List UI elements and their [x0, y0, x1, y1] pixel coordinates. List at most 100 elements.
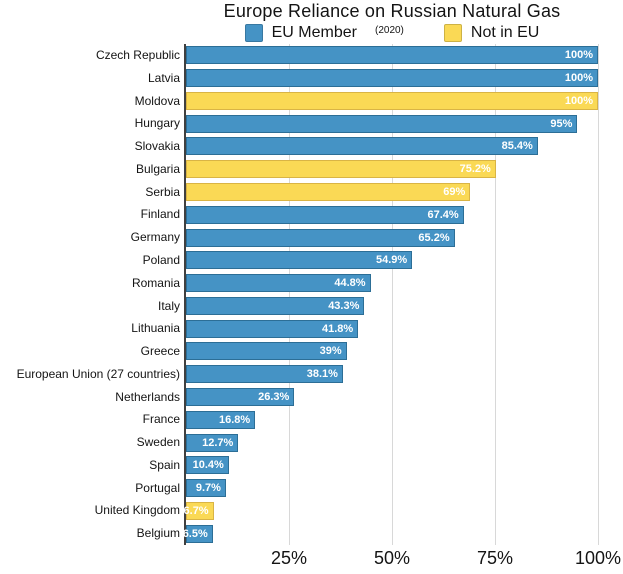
bar-row: Romania 44.8%: [0, 272, 623, 295]
country-label: Germany: [130, 230, 180, 245]
country-label: Romania: [131, 275, 180, 290]
x-tick-label: 25%: [270, 548, 308, 568]
country-label: United Kingdom: [94, 503, 180, 518]
bar-row: Serbia 69%: [0, 181, 623, 204]
gridline: [597, 44, 599, 545]
bar-value-label: 38.1%: [306, 368, 338, 381]
bar-value-label: 39%: [319, 345, 342, 358]
legend-label-not-in-eu: Not in EU: [470, 24, 540, 41]
bar: 39%: [186, 342, 347, 361]
bar-row: Netherlands 26.3%: [0, 386, 623, 409]
bar-row: Spain 10.4%: [0, 454, 623, 477]
bar: 41.8%: [186, 319, 359, 338]
country-label: Poland: [142, 252, 180, 267]
country-label: Serbia: [145, 184, 180, 199]
bar: 6.5%: [182, 524, 213, 543]
bar-row: Greece 39%: [0, 340, 623, 363]
bar-row: United Kingdom 6.7%: [0, 499, 623, 522]
country-label: European Union (27 countries): [16, 366, 180, 381]
bar-row: Sweden 12.7%: [0, 431, 623, 454]
bar-row: Germany 65.2%: [0, 226, 623, 249]
bar-value-label: 100%: [564, 94, 593, 107]
bar: 100%: [186, 91, 598, 110]
bar: 16.8%: [186, 410, 256, 429]
bar-value-label: 85.4%: [501, 140, 533, 153]
x-tick-label: 50%: [373, 548, 411, 568]
bar-value-label: 75.2%: [459, 163, 491, 176]
bar-value-label: 65.2%: [418, 231, 450, 244]
bar-value-label: 16.8%: [219, 413, 251, 426]
bar: 65.2%: [186, 228, 455, 247]
gridline: [288, 44, 290, 545]
bar-value-label: 54.9%: [375, 254, 408, 267]
bar-row: Portugal 9.7%: [0, 477, 623, 500]
x-tick-label: 100%: [574, 548, 622, 568]
country-label: Latvia: [147, 70, 180, 85]
bar: 6.7%: [183, 501, 214, 520]
bar: 85.4%: [186, 137, 538, 156]
bar: 54.9%: [186, 251, 413, 270]
bar-value-label: 100%: [564, 49, 593, 62]
country-label: Portugal: [135, 480, 180, 495]
bar-row: Czech Republic 100%: [0, 44, 623, 67]
legend-swatch-not-in-eu: [443, 24, 462, 42]
bar: 69%: [186, 183, 471, 201]
country-label: Sweden: [136, 435, 180, 450]
bar-value-label: 41.8%: [322, 322, 354, 335]
bar-row: Italy 43.3%: [0, 295, 623, 318]
country-label: Hungary: [134, 116, 180, 131]
bar: 10.4%: [186, 456, 229, 475]
year-note: (2020): [374, 24, 404, 36]
country-label: Slovakia: [134, 139, 180, 154]
bar-value-label: 100%: [564, 72, 593, 85]
bar: 38.1%: [186, 365, 343, 384]
bar-value-label: 44.8%: [334, 277, 366, 290]
x-tick-label: 75%: [476, 548, 514, 568]
plot-area: [186, 44, 599, 545]
bar: 44.8%: [186, 274, 371, 293]
bar-row: Hungary 95%: [0, 112, 623, 135]
bar-row: European Union (27 countries) 38.1%: [0, 363, 623, 386]
gridline: [391, 44, 393, 545]
bar-row: Slovakia 85.4%: [0, 135, 623, 158]
gridline: [494, 44, 496, 545]
country-label: Czech Republic: [95, 48, 180, 62]
bar: 100%: [186, 69, 598, 88]
bar-value-label: 12.7%: [202, 436, 234, 449]
bar: 75.2%: [186, 160, 496, 179]
bar-value-label: 69%: [443, 186, 466, 198]
bar-row: Bulgaria 75.2%: [0, 158, 623, 181]
bar: 100%: [186, 46, 598, 65]
bar-value-label: 67.4%: [427, 208, 459, 221]
bar-row: Lithuania 41.8%: [0, 317, 623, 340]
country-label: Greece: [140, 344, 180, 359]
chart-title: Europe Reliance on Russian Natural Gas: [223, 1, 561, 21]
bar-row: Poland 54.9%: [0, 249, 623, 272]
legend-swatch-eu-member: [244, 24, 263, 42]
legend-label-eu-member: EU Member: [271, 24, 357, 41]
country-label: Spain: [149, 457, 180, 472]
bar: 67.4%: [186, 205, 464, 224]
country-label: Finland: [140, 207, 180, 222]
bar-value-label: 6.7%: [183, 504, 209, 517]
bar: 26.3%: [186, 387, 295, 406]
bar-row: France 16.8%: [0, 408, 623, 431]
bar: 9.7%: [186, 479, 226, 498]
bar-value-label: 43.3%: [328, 299, 360, 312]
bar-row: Moldova 100%: [0, 90, 623, 113]
bar-value-label: 6.5%: [182, 527, 208, 540]
country-label: Bulgaria: [135, 161, 180, 176]
bar-value-label: 9.7%: [195, 482, 221, 495]
bar-value-label: 95%: [550, 117, 573, 130]
country-label: Belgium: [136, 526, 180, 541]
bar-value-label: 10.4%: [192, 459, 224, 472]
country-label: Netherlands: [115, 389, 180, 404]
bar: 43.3%: [186, 296, 365, 315]
country-label: Lithuania: [131, 321, 180, 336]
bar-value-label: 26.3%: [258, 390, 290, 403]
country-label: Italy: [157, 298, 180, 313]
bar-row: Latvia 100%: [0, 67, 623, 90]
bar: 12.7%: [186, 433, 239, 452]
y-axis-line: [184, 44, 186, 545]
